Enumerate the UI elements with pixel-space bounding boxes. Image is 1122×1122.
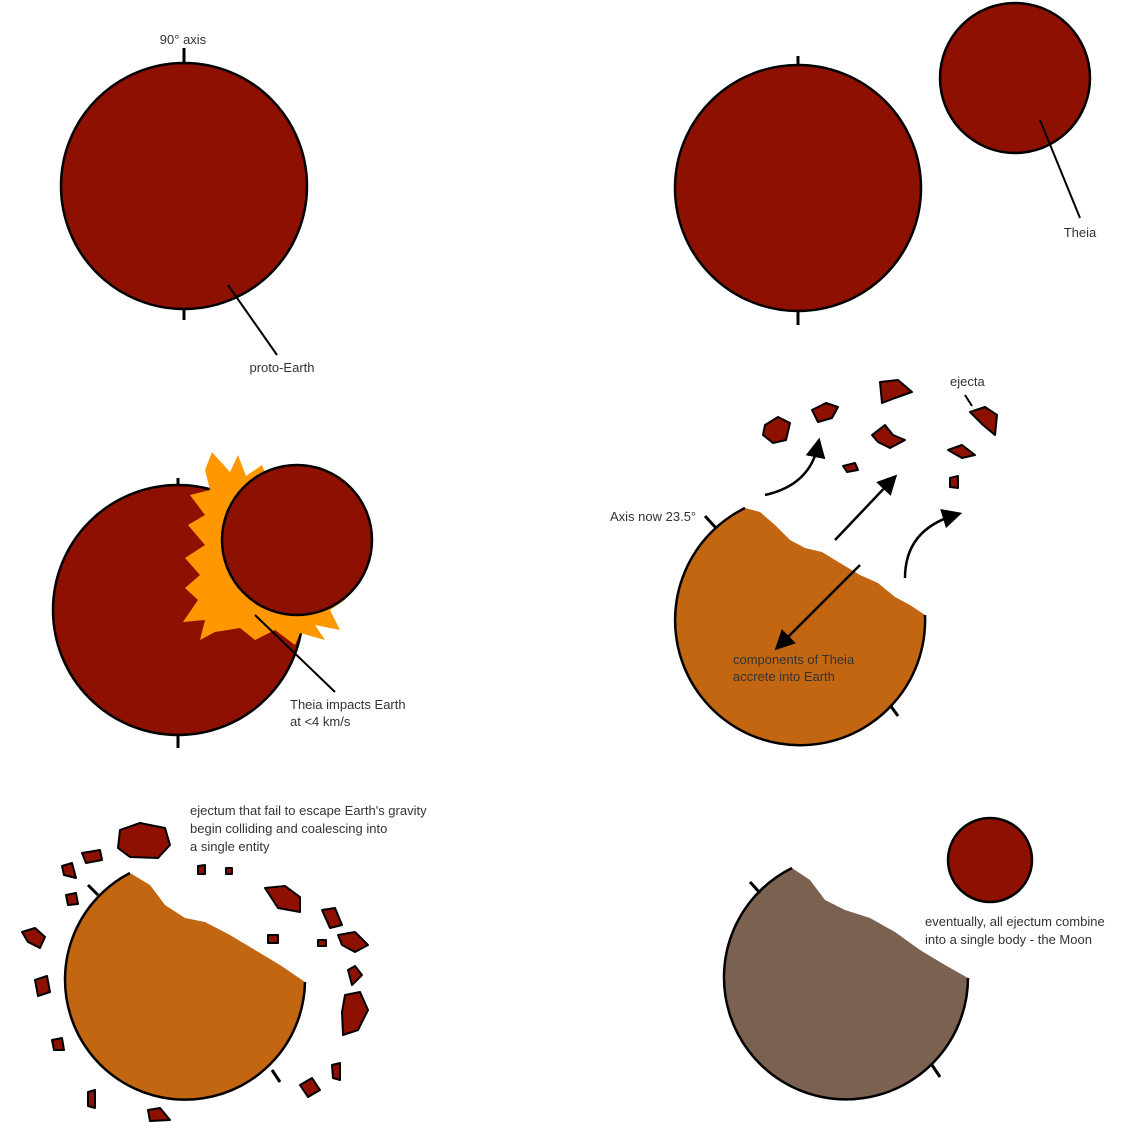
proto-earth: [59, 61, 309, 311]
label: proto-Earth: [249, 360, 314, 375]
label: ejecta: [950, 374, 985, 389]
leader-line: [254, 614, 336, 693]
ejecta: [299, 1077, 321, 1098]
ejecta: [341, 991, 369, 1036]
label: into a single body - the Moon: [925, 932, 1092, 947]
label: Theia impacts Earth: [290, 697, 406, 712]
ejecta: [947, 444, 976, 459]
ejecta: [147, 1107, 171, 1122]
panel-proto-earth: 90° axis proto-Earth: [59, 32, 315, 375]
ejecta: [61, 862, 77, 879]
ejecta: [87, 1089, 96, 1109]
panel-moon: eventually, all ejectum combine into a s…: [722, 816, 1105, 1101]
ejecta: [762, 416, 791, 444]
ejecta: [949, 475, 959, 489]
ejecta: [317, 939, 327, 947]
earth-outline: [673, 506, 927, 747]
merged-earth: [65, 873, 306, 1100]
label: Theia: [1064, 225, 1097, 240]
ejecta: [21, 927, 46, 949]
leader-line: [964, 394, 973, 407]
label: Axis now 23.5°: [610, 509, 696, 524]
arrow: [834, 474, 898, 541]
axis-tick: [703, 514, 718, 530]
ejecta: [871, 424, 906, 449]
label: a single entity: [190, 839, 270, 854]
theia: [220, 463, 374, 617]
panel-theia: Theia: [673, 1, 1097, 325]
ejecta: [117, 822, 171, 859]
theia: [938, 1, 1092, 155]
ejecta: [65, 892, 79, 906]
label: accrete into Earth: [733, 669, 835, 684]
leader-line: [227, 284, 278, 356]
moon: [946, 816, 1034, 904]
earth-outline: [63, 871, 307, 1101]
label: eventually, all ejectum combine: [925, 914, 1105, 929]
ejecta: [811, 402, 839, 423]
ejecta: [842, 462, 859, 473]
label: at <4 km/s: [290, 714, 351, 729]
proto-earth: [673, 63, 923, 313]
ejecta: [331, 1062, 341, 1081]
axis-tick: [888, 704, 900, 717]
axis-tick: [270, 1069, 282, 1083]
axis-tick: [86, 883, 100, 897]
arrow: [764, 437, 826, 497]
ejecta: [879, 379, 913, 404]
ejecta: [197, 864, 206, 875]
arrow: [903, 509, 963, 579]
ejecta: [264, 885, 301, 913]
ejecta: [267, 934, 279, 944]
label: components of Theia: [733, 652, 855, 667]
earth-outline: [722, 866, 970, 1101]
panel-impact: Theia impacts Earth at <4 km/s: [51, 452, 406, 748]
earth: [724, 868, 968, 1100]
ejecta: [51, 1037, 65, 1051]
panel-coalescing: ejectum that fail to escape Earth's grav…: [21, 803, 427, 1122]
ejecta: [337, 931, 369, 953]
ejecta: [81, 849, 103, 864]
ejecta: [225, 867, 233, 875]
label: begin colliding and coalescing into: [190, 821, 387, 836]
label: ejectum that fail to escape Earth's grav…: [190, 803, 427, 818]
axis-tick: [748, 880, 762, 895]
ejecta: [347, 965, 363, 986]
arrow: [774, 564, 861, 651]
ejecta: [321, 907, 343, 929]
label: 90° axis: [160, 32, 207, 47]
axis-tick: [930, 1064, 942, 1078]
ejecta: [34, 975, 51, 997]
panel-accretion: ejecta Axis now 23.5° components of Thei…: [610, 374, 998, 747]
ejecta: [969, 406, 998, 436]
leader-line: [1039, 119, 1081, 219]
